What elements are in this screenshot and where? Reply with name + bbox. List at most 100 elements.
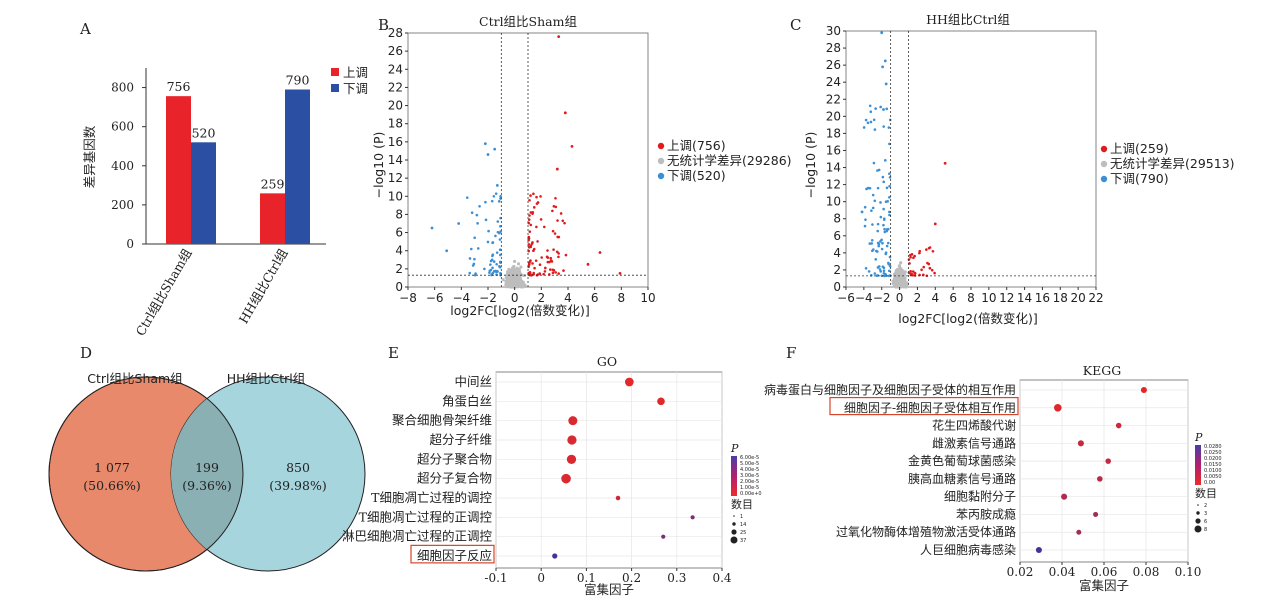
c-point-down (875, 274, 879, 277)
c-x-tick-label: 14 (1017, 291, 1032, 305)
c-point-down (873, 272, 877, 275)
f-point (1035, 546, 1042, 554)
f-point (1115, 422, 1122, 429)
b-point-up (549, 256, 553, 260)
c-point-up (909, 255, 912, 259)
c-point-up (933, 271, 936, 275)
c-point-down (886, 241, 890, 245)
c-ticks: −6 −4 −2 0 2 4 6 8 10 12 14 16 18 20 22024681012141618… (826, 24, 1104, 305)
b-point-down (498, 238, 502, 241)
c-point-down (887, 261, 890, 265)
b-point-down (495, 184, 499, 187)
b-point-down (476, 222, 479, 225)
b-point-up (549, 268, 552, 271)
b-point-up (553, 232, 557, 235)
b-point-ns (516, 277, 520, 281)
c-point-down (884, 251, 888, 254)
c-point-down (876, 241, 880, 245)
c-point-down (883, 230, 887, 234)
c-point-down (888, 264, 892, 268)
c-x-tick-label: 16 (1035, 291, 1050, 305)
c-point-down (870, 238, 874, 242)
c-point-down (879, 215, 883, 219)
c-y-tick-label: 10 (826, 195, 841, 209)
e-point (566, 454, 577, 464)
b-x-tick-label: 0 (511, 291, 519, 305)
venn-overlap (171, 377, 243, 571)
c-x-tick-label: 4 (931, 291, 939, 305)
e-term-label: 细胞因子反应 (417, 548, 492, 563)
b-x-tick-label: 4 (564, 291, 572, 305)
c-x-tick-label: −2 (873, 291, 891, 305)
c-point-down (876, 250, 879, 253)
b-y-label: −log10 (P) (371, 132, 386, 199)
c-point-down (879, 240, 882, 243)
a-bar (260, 193, 285, 244)
c-point-down (871, 249, 874, 253)
b-point-ns (504, 283, 508, 287)
c-point-down (868, 104, 872, 108)
c-point-down (888, 172, 891, 176)
b-point-down (475, 213, 479, 217)
b-y-tick-label: 8 (395, 207, 403, 221)
b-point-up (532, 249, 535, 252)
c-point-down (885, 186, 889, 190)
c-point-up (930, 268, 934, 272)
f-color-tick: 0.0200 (1204, 456, 1222, 462)
b-point-down (495, 262, 498, 266)
a-y-tick-label: 800 (111, 81, 134, 95)
e-term-label: 中间丝 (454, 374, 492, 389)
c-point-down (863, 224, 867, 228)
b-point-down (495, 251, 499, 254)
c-point-down (874, 107, 877, 110)
f-highlight-box (829, 396, 1019, 416)
c-point-down (869, 110, 873, 114)
c-point-ns (897, 280, 901, 284)
c-y-tick-label: 22 (826, 92, 841, 106)
e-x-tick-label: 0.4 (712, 571, 731, 585)
f-title: KEGG (1083, 363, 1121, 378)
c-y-tick-label: 20 (826, 109, 841, 123)
b-point-up (557, 255, 560, 259)
c-x-tick-label: 0 (896, 291, 904, 305)
c-x-tick-label: 18 (1053, 291, 1068, 305)
b-point-up (528, 198, 531, 202)
b-point-up (535, 202, 539, 205)
e-point (657, 397, 665, 406)
b-point-up (533, 266, 536, 270)
c-point-down (883, 227, 886, 231)
panel-c: C HH组比Ctrl组 −6 −4 −2 0 2 4 6 8 10 12 14 16 18 20 22024… (790, 12, 1235, 326)
e-color-tick: 1.00e-5 (740, 485, 759, 491)
c-point-ns (897, 268, 901, 272)
c-point-down (879, 270, 883, 273)
e-color-tick: 5.00e-5 (740, 461, 759, 467)
a-bar (191, 142, 216, 244)
a-y-tick-label: 600 (111, 120, 134, 134)
f-color-tick: 0.00 (1204, 480, 1215, 486)
b-point-up (527, 245, 531, 249)
b-legend: 上调(756)无统计学差异(29286)下调(520) (657, 138, 792, 183)
b-point-up (529, 194, 532, 197)
b-point-ns (519, 265, 523, 269)
e-color-tick: 4.00e-5 (740, 467, 759, 473)
a-bar-value: 790 (286, 73, 310, 88)
c-plot-frame (845, 30, 1097, 288)
b-point-down (488, 271, 491, 274)
c-point-down (873, 199, 877, 203)
e-term-label: 超分子复合物 (417, 471, 492, 486)
c-point-down (888, 274, 892, 277)
c-y-tick-label: 16 (826, 143, 841, 157)
b-point-up (538, 272, 541, 276)
c-legend-marker (1100, 160, 1108, 168)
e-term-label: 超分子纤维 (429, 432, 492, 447)
b-point-down (483, 267, 486, 271)
c-point-down (879, 105, 882, 109)
e-color-title: P (730, 442, 739, 455)
c-point-down (887, 269, 891, 273)
b-point-up (542, 272, 545, 276)
f-point (1140, 386, 1147, 394)
c-y-label: −log10 (P) (803, 132, 818, 199)
c-point-up (920, 268, 923, 272)
e-size-key (732, 522, 736, 526)
b-point-up (540, 256, 543, 259)
